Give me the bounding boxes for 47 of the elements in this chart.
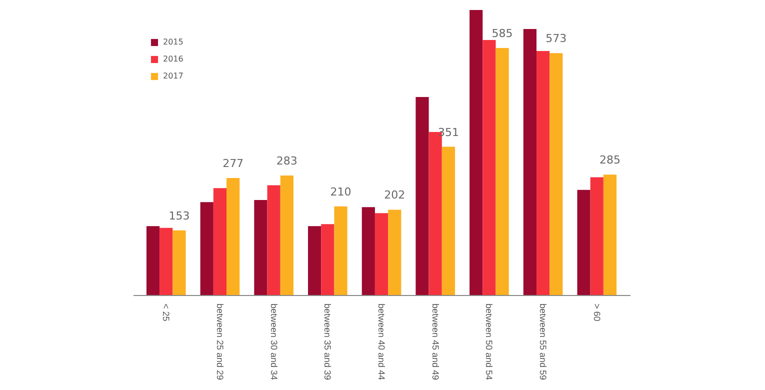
- data-label: 573: [546, 32, 567, 46]
- data-label: 153: [168, 209, 190, 222]
- bar: [550, 53, 563, 295]
- bar: [172, 230, 186, 295]
- bar: [321, 224, 334, 295]
- data-label: 351: [438, 126, 459, 139]
- bar: [496, 48, 509, 295]
- bar: [536, 50, 550, 295]
- x-tick-label: between 35 and 39: [322, 304, 333, 380]
- bar: [362, 207, 375, 295]
- data-label: 202: [384, 188, 406, 202]
- bar: [523, 29, 536, 295]
- data-label: 277: [222, 157, 244, 170]
- bar: [254, 200, 268, 295]
- x-tick-label: between 45 and 49: [430, 304, 440, 380]
- bar: [160, 228, 173, 295]
- x-tick-label: between 55 and 59: [538, 304, 548, 380]
- bar: [146, 226, 160, 295]
- legend-label: 2016: [163, 54, 184, 64]
- bar: [416, 96, 429, 295]
- bar: [374, 213, 388, 295]
- data-label: 210: [330, 185, 352, 198]
- bar: [213, 188, 227, 295]
- bar: [470, 10, 483, 295]
- bar: [590, 177, 604, 295]
- bar: [388, 210, 402, 295]
- legend-label: 2017: [163, 72, 184, 80]
- x-tick-label: between 25 and 29: [214, 304, 225, 380]
- bar: [603, 174, 617, 295]
- bar: [200, 202, 214, 295]
- bar: [577, 190, 590, 295]
- x-tick-label: between 30 and 34: [268, 304, 279, 380]
- x-tick-label: between 40 and 44: [376, 304, 386, 380]
- bar: [442, 146, 455, 295]
- x-tick-label: > 60: [592, 304, 602, 322]
- legend-label: 2015: [163, 38, 184, 46]
- x-tick-label: < 25: [161, 304, 172, 322]
- bar: [267, 185, 280, 295]
- bar: [334, 206, 348, 295]
- bar: [482, 40, 496, 295]
- bar: [226, 178, 240, 295]
- x-tick-label: between 50 and 54: [484, 304, 494, 380]
- bar: [280, 176, 294, 295]
- bar: [308, 226, 322, 295]
- data-label: 285: [599, 154, 620, 167]
- data-label: 283: [276, 154, 298, 168]
- data-label: 585: [492, 27, 513, 40]
